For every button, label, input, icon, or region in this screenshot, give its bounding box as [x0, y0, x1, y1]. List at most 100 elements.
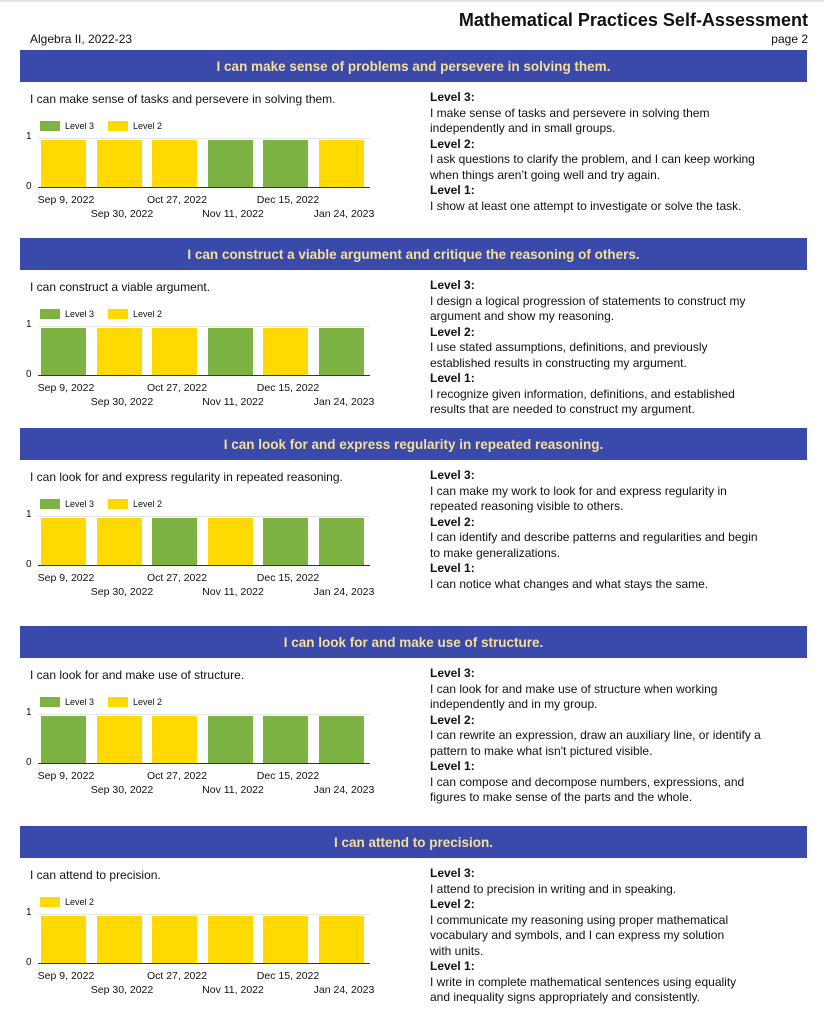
section-heading: I can make sense of problems and perseve… [20, 50, 807, 82]
level-text: I ask questions to clarify the problem, … [430, 152, 755, 166]
level-label: Level 1: [430, 371, 475, 385]
level-label: Level 3: [430, 468, 475, 482]
practice-section: I can attend to precision. I can attend t… [0, 826, 824, 1016]
level-text: I attend to precision in writing and in … [430, 881, 677, 896]
level-text: I can compose and decompose numbers, exp… [430, 774, 745, 789]
x-tick-label: Sep 9, 2022 [37, 770, 95, 782]
section-heading: I can construct a viable argument and cr… [20, 238, 807, 270]
x-tick-label: Jan 24, 2023 [313, 586, 375, 598]
legend-label: Level 3 [65, 499, 95, 509]
level-descriptions: Level 3: I can look for and make use of s… [430, 666, 800, 806]
legend-item: Level 3 [40, 499, 94, 509]
x-tick-label: Oct 27, 2022 [146, 382, 208, 394]
level-text: argument and show my reasoning. [430, 309, 615, 323]
section-statement: I can look for and make use of structure… [30, 668, 245, 682]
legend-label: Level 3 [65, 309, 95, 319]
x-tick-label: Oct 27, 2022 [146, 770, 208, 782]
chart-bar [318, 140, 364, 187]
x-tick-label: Dec 15, 2022 [256, 194, 320, 206]
section-statement: I can look for and express regularity in… [30, 470, 343, 484]
chart-bar [318, 518, 364, 565]
level-text: I show at least one attempt to investiga… [430, 198, 742, 213]
level-label: Level 1: [430, 183, 475, 197]
level-label: Level 2: [430, 136, 475, 151]
level-descriptions: Level 3: I can make my work to look for a… [430, 468, 800, 592]
legend-item: Level 2 [108, 309, 162, 319]
y-tick-label: 0 [26, 757, 32, 768]
legend-item: Level 3 [40, 121, 94, 131]
level-text: when things aren’t going well and try ag… [430, 167, 661, 182]
legend-label: Level 3 [65, 697, 95, 707]
level-text: I use stated assumptions, definitions, a… [430, 340, 708, 354]
chart-bar [152, 140, 197, 187]
legend-swatch [40, 897, 60, 907]
section-heading: I can look for and make use of structure… [20, 626, 807, 658]
chart-bar [318, 328, 364, 375]
y-tick-label: 0 [26, 181, 32, 192]
chart-bar [207, 140, 253, 187]
x-tick-label: Sep 30, 2022 [90, 984, 154, 996]
legend-item: Level 3 [40, 697, 94, 707]
y-tick-label: 1 [26, 907, 32, 918]
section-statement: I can construct a viable argument. [30, 280, 211, 294]
level-text: figures to make sense of the parts and t… [430, 790, 693, 804]
chart-bar [41, 916, 86, 963]
x-tick-label: Nov 11, 2022 [202, 784, 264, 796]
x-tick-label: Jan 24, 2023 [313, 784, 375, 796]
legend-item: Level 2 [108, 499, 162, 509]
chart-bar [41, 716, 86, 763]
page-title: Mathematical Practices Self-Assessment [458, 10, 808, 30]
x-tick-label: Nov 11, 2022 [202, 586, 264, 598]
x-tick-label: Dec 15, 2022 [256, 770, 320, 782]
x-tick-label: Nov 11, 2022 [202, 984, 264, 996]
practice-section: I can look for and make use of structure… [0, 626, 824, 816]
chart-bar [263, 328, 308, 375]
legend-label: Level 2 [133, 121, 163, 131]
chart-bar [96, 518, 142, 565]
legend-swatch [40, 121, 60, 131]
y-tick-label: 0 [26, 369, 32, 380]
top-divider [0, 0, 824, 2]
legend-label: Level 2 [65, 897, 95, 907]
bar-chart [38, 714, 370, 764]
level-label: Level 3: [430, 278, 475, 292]
level-text: I communicate my reasoning using proper … [430, 912, 729, 927]
bar-chart [38, 138, 370, 188]
page-number: page 2 [771, 32, 808, 46]
level-label: Level 1: [430, 561, 475, 575]
x-tick-label: Jan 24, 2023 [313, 984, 375, 996]
level-text: I can make my work to look for and expre… [430, 483, 727, 498]
legend-item: Level 2 [108, 121, 162, 131]
section-heading: I can look for and express regularity in… [20, 428, 807, 460]
level-text: with units. [430, 943, 484, 958]
level-text: independently and in small groups. [430, 121, 616, 135]
practice-section: I can look for and express regularity in… [0, 428, 824, 618]
y-tick-label: 1 [26, 131, 32, 142]
level-text: I can rewrite an expression, draw an aux… [430, 728, 761, 742]
x-tick-label: Oct 27, 2022 [146, 572, 208, 584]
y-tick-label: 1 [26, 707, 32, 718]
chart-bar [152, 916, 197, 963]
x-tick-label: Sep 9, 2022 [37, 970, 95, 982]
level-label: Level 2: [430, 324, 475, 339]
y-tick-label: 1 [26, 319, 32, 330]
course-label: Algebra II, 2022-23 [30, 32, 133, 46]
legend-label: Level 2 [133, 309, 163, 319]
chart-legend: Level 2 [40, 897, 94, 907]
bar-chart [38, 914, 370, 964]
chart-bar [207, 716, 253, 763]
legend-swatch [40, 697, 60, 707]
x-tick-label: Nov 11, 2022 [202, 396, 264, 408]
level-text: I design a logical progression of statem… [430, 293, 746, 308]
legend-label: Level 3 [65, 121, 95, 131]
legend-swatch [108, 697, 129, 707]
x-tick-label: Sep 9, 2022 [37, 382, 95, 394]
x-tick-label: Sep 30, 2022 [90, 784, 154, 796]
chart-bar [263, 140, 308, 187]
level-text: I can notice what changes and what stays… [430, 576, 709, 591]
x-tick-label: Dec 15, 2022 [256, 572, 320, 584]
level-text: vocabulary and symbols, and I can expres… [430, 928, 725, 942]
level-label: Level 2: [430, 514, 475, 529]
chart-bar [96, 716, 142, 763]
bar-chart [38, 326, 370, 376]
